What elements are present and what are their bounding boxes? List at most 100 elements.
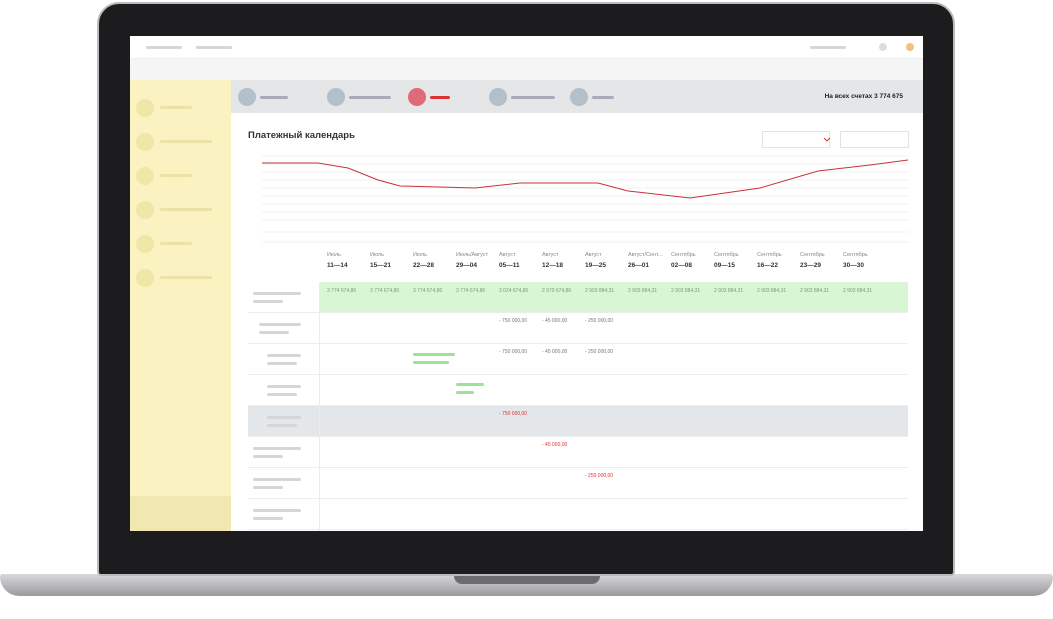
row-separator: [248, 374, 908, 375]
column-month: Сентябрь: [800, 252, 825, 258]
column-dates: 11—14: [327, 262, 348, 269]
cell-value: - 250 000,00: [585, 349, 614, 355]
chart-grid: [262, 155, 908, 243]
column-month: Август: [585, 252, 602, 258]
account-icon[interactable]: [570, 88, 588, 106]
row-label: [253, 455, 283, 458]
highlight-row: [248, 406, 908, 436]
row-separator: [248, 529, 908, 530]
subbar: [130, 59, 923, 80]
cell-value: - 750 000,00: [499, 349, 528, 355]
column-month: Сентябрь: [671, 252, 696, 258]
column-month: Июль: [413, 252, 428, 258]
column-dates: 23—29: [800, 262, 821, 269]
column-month: Сентябрь: [757, 252, 782, 258]
row-label: [253, 292, 301, 295]
cell-value: 2 903 884,31: [843, 288, 873, 294]
menu-icon[interactable]: [136, 235, 154, 253]
row-separator: [248, 343, 908, 344]
column-month: Июль/Август: [456, 252, 489, 258]
sidebar-footer: [130, 496, 231, 531]
menu-label: [160, 106, 192, 109]
account-label: [592, 96, 614, 99]
cell-value: - 45 000,00: [542, 442, 568, 448]
cell-value: - 250 000,00: [585, 473, 614, 479]
account-label: [511, 96, 555, 99]
cell-value: 3 774 674,86: [456, 288, 486, 294]
cell-value: 2 903 884,31: [585, 288, 615, 294]
account-label: [260, 96, 288, 99]
column-dates: 12—18: [542, 262, 563, 269]
row-separator: [248, 312, 908, 313]
column-dates: 02—08: [671, 262, 692, 269]
row-label: [267, 362, 297, 365]
row-label: [259, 323, 301, 326]
row-label: [253, 486, 283, 489]
laptop-notch: [454, 574, 600, 584]
column-dates: 19—25: [585, 262, 606, 269]
menu-icon[interactable]: [136, 167, 154, 185]
row-separator: [248, 467, 908, 468]
column-dates: 15—21: [370, 262, 391, 269]
row-label: [267, 385, 301, 388]
cell-value: 3 774 674,86: [370, 288, 400, 294]
row-separator: [248, 405, 908, 406]
column-month: Сентябрь: [843, 252, 868, 258]
row-label: [253, 447, 301, 450]
cell-value: - 750 000,00: [499, 411, 528, 417]
account-icon[interactable]: [489, 88, 507, 106]
screen: На всех счетах 3 774 675 Платежный кален…: [130, 36, 923, 531]
balance-line: [262, 159, 909, 199]
menu-icon[interactable]: [136, 201, 154, 219]
topbar-item: [810, 46, 846, 49]
menu-icon[interactable]: [136, 99, 154, 117]
planned-bar: [413, 353, 455, 356]
balance-row: [320, 282, 908, 312]
account-icon[interactable]: [327, 88, 345, 106]
cell-value: - 750 000,00: [499, 318, 528, 324]
menu-icon[interactable]: [136, 269, 154, 287]
planned-bar: [456, 383, 484, 386]
column-month: Август: [542, 252, 559, 258]
row-label: [253, 517, 283, 520]
total-balance: На всех счетах 3 774 675: [824, 93, 903, 100]
row-label: [253, 509, 301, 512]
column-dates: 05—11: [499, 262, 520, 269]
select-arrow: [823, 137, 831, 142]
row-label: [253, 478, 301, 481]
cell-value: - 45 000,00: [542, 349, 568, 355]
planned-bar: [456, 391, 474, 394]
menu-label: [160, 208, 212, 211]
topbar: [130, 36, 923, 59]
icon[interactable]: [879, 43, 887, 51]
cell-value: 2 903 884,31: [671, 288, 701, 294]
menu-icon[interactable]: [136, 133, 154, 151]
column-dates: 30—30: [843, 262, 864, 269]
row-label: [267, 354, 301, 357]
column-month: Июль: [370, 252, 385, 258]
cell-value: - 45 000,00: [542, 318, 568, 324]
account-label: [349, 96, 391, 99]
row-label: [267, 393, 297, 396]
account-label: [430, 96, 450, 99]
column-month: Август: [499, 252, 516, 258]
menu-label: [160, 242, 192, 245]
account-icon[interactable]: [408, 88, 426, 106]
column-dates: 26—01: [628, 262, 649, 269]
select[interactable]: [762, 131, 830, 148]
avatar[interactable]: [906, 43, 914, 51]
topbar-item: [146, 46, 182, 49]
menu-label: [160, 276, 212, 279]
chart-layer: [262, 137, 909, 243]
column-dates: 29—04: [456, 262, 477, 269]
sidebar: [130, 80, 231, 531]
cell-value: 3 774 674,86: [327, 288, 357, 294]
column-month: Сентябрь: [714, 252, 739, 258]
account-icon[interactable]: [238, 88, 256, 106]
input[interactable]: [840, 131, 909, 148]
cell-value: 2 979 674,86: [542, 288, 572, 294]
column-month: Июль: [327, 252, 342, 258]
column-month: Август/Сент...: [628, 252, 663, 258]
